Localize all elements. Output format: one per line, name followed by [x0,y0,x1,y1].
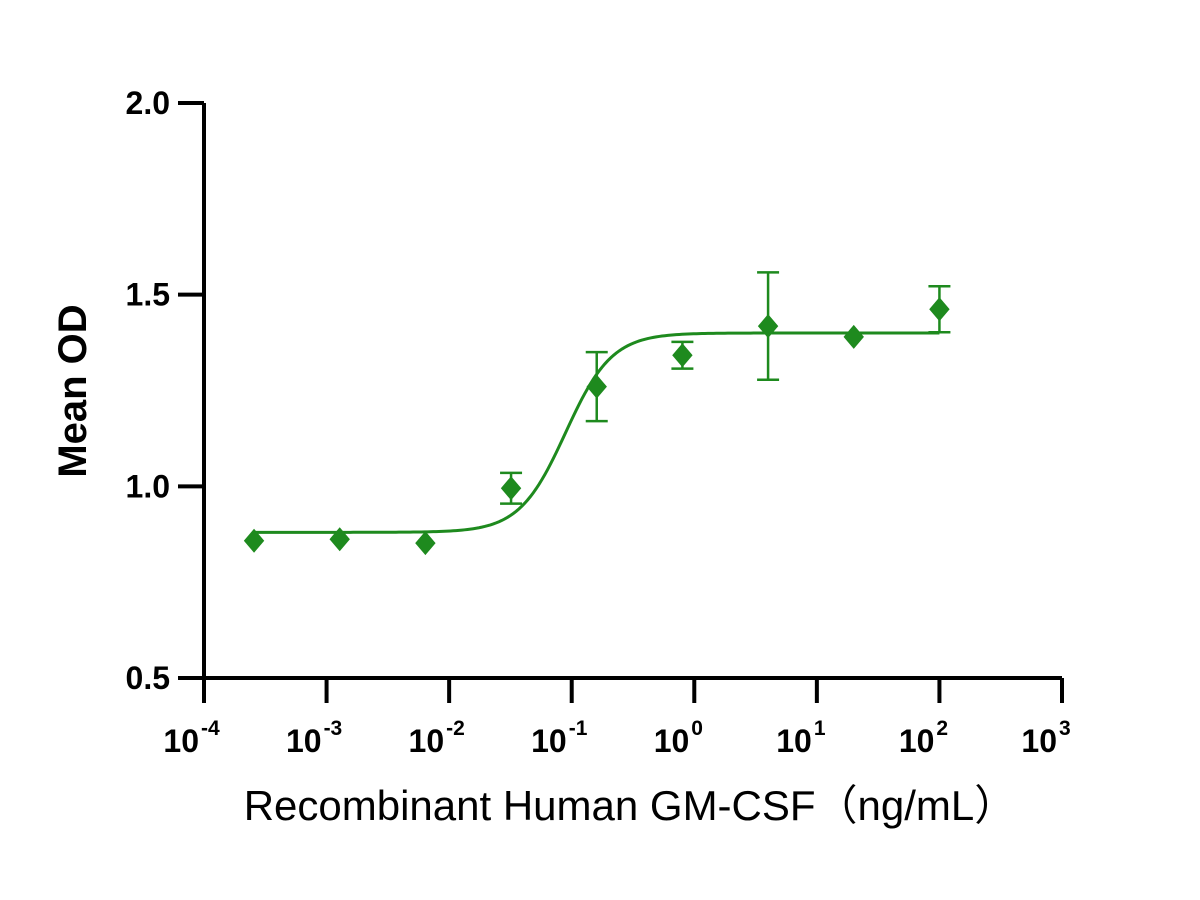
data-point-diamond [415,531,436,556]
x-tick-label-exponent: 0 [691,717,703,740]
data-point-diamond [672,343,693,368]
x-tick-label-exponent: -2 [446,717,465,740]
x-tick-label-exponent: 2 [936,717,948,740]
x-tick-label-exponent: -4 [201,717,220,740]
x-tick-label-base: 10 [776,723,812,759]
data-point-diamond [757,314,779,339]
y-tick-label: 0.5 [126,660,170,696]
x-tick-label-base: 10 [899,723,935,759]
y-tick-label: 2.0 [126,85,170,121]
y-tick-label: 1.5 [126,277,170,313]
x-tick-label-exponent: -1 [569,717,588,740]
x-tick-label-base: 10 [286,723,322,759]
data-points [243,297,950,556]
x-tick-label-base: 10 [1021,723,1057,759]
data-point-diamond [586,374,607,399]
error-bars [500,271,951,505]
x-tick-label-base: 10 [409,723,445,759]
x-axis-label: Recombinant Human GM-CSF（ng/mL） [244,782,1017,829]
x-tick-label-base: 10 [654,723,690,759]
data-point-diamond [500,476,522,501]
data-point-diamond [843,324,864,349]
x-ticks: 10 -4 10 -3 10 -2 10 -1 10 0 10 1 10 2 10 3 [163,678,1071,759]
data-point-diamond [243,528,265,553]
x-tick-label-exponent: 1 [814,717,826,740]
x-tick-label-base: 10 [163,723,199,759]
x-tick-label-exponent: -3 [324,717,343,740]
data-point-diamond [329,527,350,552]
x-tick-label-base: 10 [531,723,567,759]
y-axis-label: Mean OD [51,304,95,477]
y-ticks: 0.5 1.0 1.5 2.0 [126,85,204,696]
data-point-diamond [929,297,950,322]
x-tick-label-exponent: 3 [1059,717,1071,740]
y-tick-label: 1.0 [126,468,170,504]
